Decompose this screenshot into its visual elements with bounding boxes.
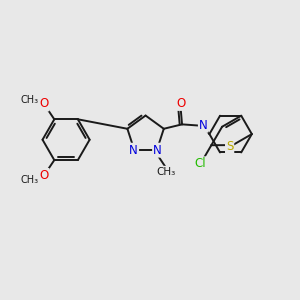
- Text: CH₃: CH₃: [20, 175, 38, 184]
- Text: CH₃: CH₃: [156, 167, 175, 177]
- Text: Cl: Cl: [195, 157, 206, 170]
- Text: N: N: [129, 144, 138, 157]
- Text: N: N: [199, 119, 208, 132]
- Text: O: O: [176, 97, 185, 110]
- Text: S: S: [226, 140, 233, 153]
- Text: O: O: [39, 98, 49, 110]
- Text: CH₃: CH₃: [20, 95, 38, 105]
- Text: O: O: [39, 169, 49, 182]
- Text: N: N: [153, 144, 162, 157]
